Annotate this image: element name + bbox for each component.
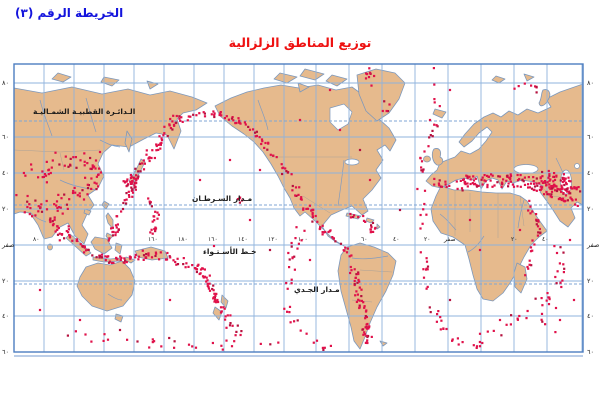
land-hainan <box>83 208 92 216</box>
arctic-circle-line-label: الـدائـرة القطبيـة الشمـاليـة <box>33 107 136 116</box>
lat-label-left-3: ٢٠ <box>2 204 9 213</box>
lon-label-2: ١٨٠ <box>178 236 188 243</box>
equator-label: خـط الأسـتـواء <box>203 247 257 256</box>
map-frame <box>13 63 584 353</box>
land-uk <box>431 148 444 166</box>
lon-label-6: ١٠٠ <box>298 236 308 243</box>
land-ireland <box>423 155 431 163</box>
land-iceland <box>432 108 447 119</box>
land-sulawesi <box>114 242 123 255</box>
lat-label-left-0: ٨٠ <box>2 78 9 87</box>
tropic-of-cancer-line-label: مـدار السـرطـان <box>192 194 253 203</box>
lon-label-11: ٢٠ <box>511 236 518 243</box>
land-arctic-islands-asia <box>51 72 159 90</box>
lon-label-7: ٦٠ <box>361 236 368 243</box>
lat-label-right-5: ٢٠ <box>587 276 594 285</box>
lon-label-0: ٨٠ <box>33 236 40 243</box>
lat-label-right-4: صفر <box>587 240 600 249</box>
lat-label-left-1: ٦٠ <box>2 132 9 141</box>
lon-label-4: ١٤٠ <box>238 236 248 243</box>
earthquake-dots <box>15 67 582 351</box>
map-number-title: الخريطة الرقم (٣) <box>15 6 124 20</box>
lon-label-8: ٤٠ <box>393 236 400 243</box>
graticule <box>14 64 583 352</box>
land-sri-lanka <box>47 243 53 251</box>
lat-label-left-6: ٤٠ <box>2 311 9 320</box>
lat-label-right-3: ٢٠ <box>587 204 594 213</box>
black-sea <box>513 164 539 174</box>
tropic-of-capricorn-line-label: مـدار الجـدي <box>294 285 340 294</box>
land-caribbean-islands <box>345 212 381 230</box>
lat-label-right-1: ٦٠ <box>587 132 594 141</box>
lat-label-left-2: ٤٠ <box>2 168 9 177</box>
lat-label-left-4: صفر <box>2 240 15 249</box>
lon-label-5: ١٢٠ <box>268 236 278 243</box>
lat-label-right-2: ٤٠ <box>587 168 594 177</box>
lat-label-left-7: ٦٠ <box>2 347 9 356</box>
lat-label-right-6: ٤٠ <box>587 311 594 320</box>
land-siberia-asia <box>14 86 208 245</box>
lat-label-right-7: ٦٠ <box>587 347 594 356</box>
land-australia <box>76 260 136 312</box>
lon-label-1: ١٦٠ <box>148 236 158 243</box>
lat-label-right-0: ٨٠ <box>587 78 594 87</box>
lon-label-12: ٤٠ <box>542 236 549 243</box>
land-sakhalin <box>124 130 133 153</box>
aral-sea <box>574 163 580 169</box>
land-greenland <box>356 68 406 122</box>
lat-label-left-5: ٢٠ <box>2 276 9 285</box>
lon-label-9: ٢٠ <box>424 236 431 243</box>
lon-label-10: صفر <box>444 236 456 243</box>
hudson-bay <box>329 103 353 131</box>
lon-label-3: ١٦٠ <box>208 236 218 243</box>
page-title: توزيع المناطق الزلزالية <box>228 35 372 50</box>
great-lakes <box>344 158 360 166</box>
